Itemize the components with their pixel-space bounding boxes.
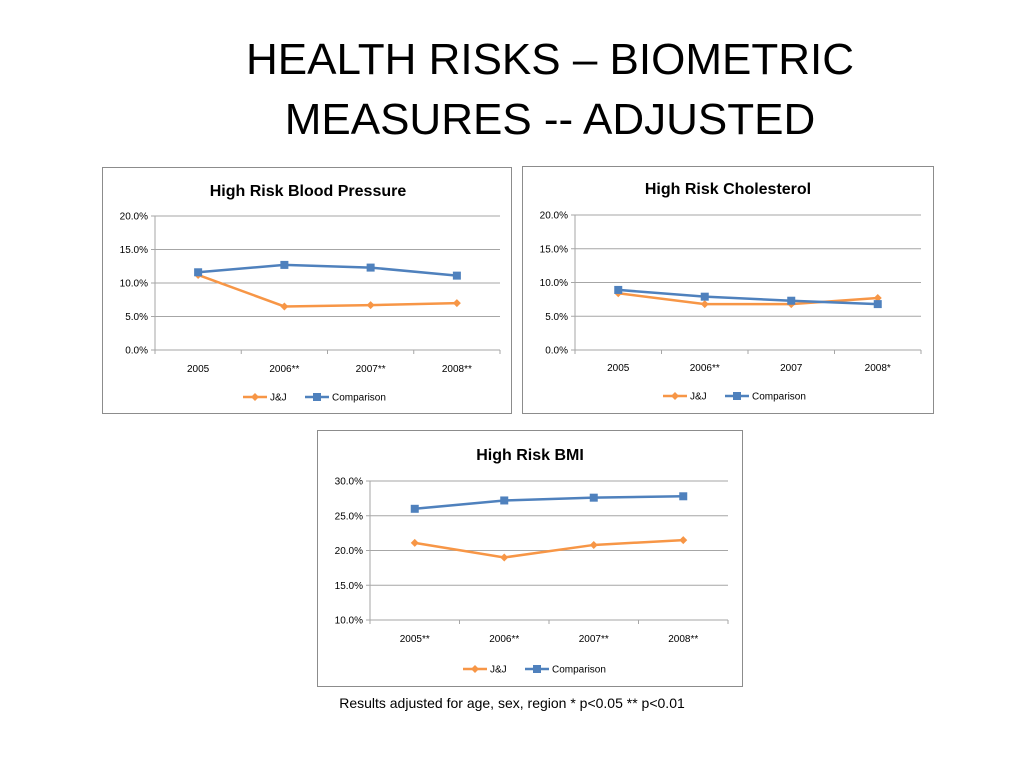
y-tick-label: 15.0% xyxy=(335,581,363,592)
y-tick-label: 15.0% xyxy=(540,244,568,255)
x-tick-label: 2006** xyxy=(269,364,299,375)
chart-title: High Risk Cholesterol xyxy=(645,181,811,198)
diamond-marker xyxy=(280,302,289,311)
x-tick-label: 2008** xyxy=(442,364,472,375)
square-marker xyxy=(873,300,882,309)
square-marker xyxy=(452,271,461,280)
x-tick-label: 2005** xyxy=(400,634,430,645)
legend-item-comparison: Comparison xyxy=(725,392,806,403)
square-marker xyxy=(614,285,623,294)
chart-cholesterol-svg: High Risk Cholesterol 0.0% 5.0% 10.0% 15.0% 2… xyxy=(540,181,922,403)
square-marker xyxy=(533,665,541,673)
y-tick-label: 0.0% xyxy=(545,346,568,357)
x-tick-label: 2005 xyxy=(607,363,630,374)
slide-title-line-1: HEALTH RISKS – BIOMETRIC xyxy=(246,35,854,84)
y-tick-label: 20.0% xyxy=(540,211,568,222)
chart-bmi: High Risk BMI 10.0% 15.0% 20.0% 25.0% 30.0% 20… xyxy=(317,430,743,687)
legend-item-jj: J&J xyxy=(663,392,707,403)
x-tick-label: 2008** xyxy=(668,634,698,645)
square-marker xyxy=(787,296,796,305)
x-tick-label: 2006** xyxy=(489,634,519,645)
diamond-marker xyxy=(679,536,688,545)
diamond-marker xyxy=(589,540,598,549)
chart-title: High Risk BMI xyxy=(476,447,584,464)
series-comparison xyxy=(194,260,461,280)
series-line-jj xyxy=(618,292,878,306)
series-line-comparison xyxy=(414,495,684,511)
diamond-marker xyxy=(471,665,479,673)
legend-label: J&J xyxy=(490,665,507,676)
series-comparison xyxy=(614,285,882,309)
chart-title: High Risk Blood Pressure xyxy=(210,183,407,200)
square-marker xyxy=(366,263,375,272)
series-line-jj xyxy=(414,538,684,559)
square-marker xyxy=(589,493,598,502)
diamond-marker xyxy=(452,299,461,308)
chart-blood-pressure: High Risk Blood Pressure 0.0% 5.0% 10.0% 15.… xyxy=(102,167,512,414)
y-tick-label: 0.0% xyxy=(125,346,148,357)
y-tick-label: 15.0% xyxy=(120,245,148,256)
diamond-marker xyxy=(700,300,709,309)
diamond-marker xyxy=(410,538,419,547)
square-marker xyxy=(280,260,289,269)
square-marker xyxy=(679,492,688,501)
y-tick-label: 10.0% xyxy=(540,278,568,289)
legend-label: Comparison xyxy=(552,665,606,676)
footnote: Results adjusted for age, sex, region * … xyxy=(339,695,685,711)
legend-item-comparison: Comparison xyxy=(525,665,606,676)
x-tick-label: 2006** xyxy=(690,363,720,374)
series-line-comparison xyxy=(198,263,457,277)
square-marker xyxy=(313,393,321,401)
diamond-marker xyxy=(366,301,375,310)
diamond-marker xyxy=(873,294,882,303)
y-tick-label: 10.0% xyxy=(120,279,148,290)
x-tick-label: 2008* xyxy=(865,363,891,374)
chart-cholesterol: High Risk Cholesterol 0.0% 5.0% 10.0% 15.0% 2… xyxy=(522,166,934,414)
series-line-comparison xyxy=(618,288,878,306)
series-jj xyxy=(194,270,461,311)
x-tick-label: 2007 xyxy=(780,363,803,374)
y-tick-label: 5.0% xyxy=(125,312,148,323)
square-marker xyxy=(500,496,509,505)
y-tick-label: 5.0% xyxy=(545,312,568,323)
square-marker xyxy=(700,292,709,301)
diamond-marker xyxy=(251,393,259,401)
legend-item-jj: J&J xyxy=(463,665,507,676)
legend-label: J&J xyxy=(270,393,287,404)
series-comparison xyxy=(410,492,688,513)
y-tick-label: 10.0% xyxy=(335,616,363,627)
legend-item-jj: J&J xyxy=(243,393,287,404)
diamond-marker xyxy=(500,553,509,562)
y-tick-label: 20.0% xyxy=(120,212,148,223)
legend-label: J&J xyxy=(690,392,707,403)
legend-label: Comparison xyxy=(332,393,386,404)
x-tick-label: 2007** xyxy=(356,364,386,375)
legend-item-comparison: Comparison xyxy=(305,393,386,404)
y-tick-label: 25.0% xyxy=(335,511,363,522)
series-line-jj xyxy=(197,273,457,308)
y-tick-label: 20.0% xyxy=(335,546,363,557)
slide-title-line-2: MEASURES -- ADJUSTED xyxy=(284,95,816,144)
x-tick-label: 2005 xyxy=(187,364,210,375)
series-jj xyxy=(410,536,688,562)
y-tick-label: 30.0% xyxy=(335,477,363,488)
square-marker xyxy=(194,268,203,277)
chart-blood-pressure-svg: High Risk Blood Pressure 0.0% 5.0% 10.0% 15.… xyxy=(120,183,501,404)
chart-bmi-svg: High Risk BMI 10.0% 15.0% 20.0% 25.0% 30.0% 20… xyxy=(335,447,729,676)
square-marker xyxy=(410,504,419,513)
square-marker xyxy=(733,392,741,400)
slide-title: HEALTH RISKS – BIOMETRIC MEASURES -- ADJ… xyxy=(180,30,920,150)
diamond-marker xyxy=(671,392,679,400)
legend-label: Comparison xyxy=(752,392,806,403)
x-tick-label: 2007** xyxy=(579,634,609,645)
